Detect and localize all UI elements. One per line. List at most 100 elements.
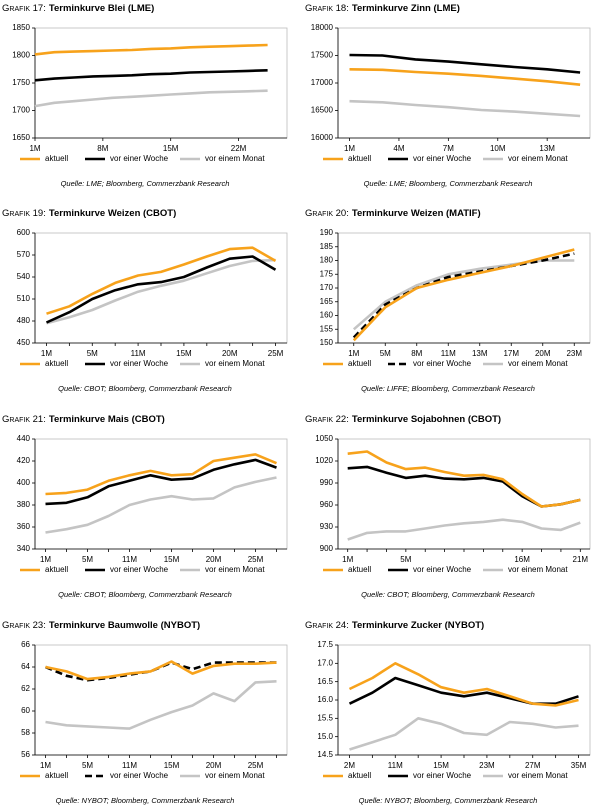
y-tick-label: 1750 bbox=[12, 78, 30, 87]
y-tick-label: 480 bbox=[17, 316, 31, 325]
y-tick-label: 1800 bbox=[12, 51, 30, 60]
chart-title-text: Terminkurve Weizen (CBOT) bbox=[49, 208, 176, 219]
series-line bbox=[45, 458, 277, 506]
chart-title: Grafik 21: Terminkurve Mais (CBOT) bbox=[2, 414, 165, 425]
y-tick-label: 1850 bbox=[12, 23, 30, 32]
y-tick-label: 990 bbox=[320, 478, 334, 487]
legend-label: aktuell bbox=[348, 771, 371, 780]
chart-panel: Grafik 21: Terminkurve Mais (CBOT) 340 360 3… bbox=[2, 414, 288, 599]
legend-label: vor einem Monat bbox=[205, 154, 265, 163]
chart-panel: Grafik 19: Terminkurve Weizen (CBOT) 450 48… bbox=[2, 208, 288, 393]
x-tick-label: 20M bbox=[206, 761, 222, 770]
series-line bbox=[352, 248, 575, 342]
legend-label: vor einem Monat bbox=[205, 771, 265, 780]
series-line bbox=[34, 69, 268, 82]
series-line bbox=[348, 676, 579, 705]
x-tick-label: 22M bbox=[231, 144, 247, 153]
chart-source: Quelle: CBOT; Bloomberg, Commerzbank Res… bbox=[58, 384, 232, 393]
x-tick-label: 5M bbox=[87, 349, 98, 358]
chart-source: Quelle: CBOT; Bloomberg, Commerzbank Res… bbox=[58, 590, 232, 599]
chart-title: Grafik 17: Terminkurve Blei (LME) bbox=[2, 3, 154, 14]
y-tick-label: 400 bbox=[17, 478, 31, 487]
y-tick-label: 450 bbox=[17, 338, 31, 347]
chart-label: Grafik 21: bbox=[2, 414, 46, 425]
chart-label: Grafik 20: bbox=[305, 208, 349, 219]
series-line bbox=[352, 252, 575, 339]
chart-title-text: Terminkurve Blei (LME) bbox=[49, 3, 154, 14]
legend-label: vor einem Monat bbox=[205, 565, 265, 574]
x-tick-label: 23M bbox=[566, 349, 582, 358]
x-tick-label: 1M bbox=[41, 349, 52, 358]
y-tick-label: 180 bbox=[320, 256, 334, 265]
y-tick-label: 1050 bbox=[315, 434, 333, 443]
chart-panel: Grafik 22: Terminkurve Sojabohnen (CBOT) 9… bbox=[305, 414, 591, 599]
chart-panel: Grafik 24: Terminkurve Zucker (NYBOT) 14.5… bbox=[305, 620, 591, 805]
x-tick-label: 25M bbox=[248, 761, 264, 770]
chart-source: Quelle: LIFFE; Bloomberg, Commerzbank Re… bbox=[361, 384, 535, 393]
chart-source: Quelle: NYBOT; Bloomberg, Commerzbank Re… bbox=[359, 796, 538, 805]
x-tick-label: 8M bbox=[411, 349, 422, 358]
series-line bbox=[45, 680, 277, 730]
chart-source: Quelle: NYBOT; Bloomberg, Commerzbank Re… bbox=[56, 796, 235, 805]
y-tick-label: 64 bbox=[21, 662, 30, 671]
y-tick-label: 15.5 bbox=[317, 713, 333, 722]
x-tick-label: 8M bbox=[97, 144, 108, 153]
y-tick-label: 1020 bbox=[315, 456, 333, 465]
y-tick-label: 930 bbox=[320, 522, 334, 531]
x-tick-label: 11M bbox=[388, 761, 403, 770]
x-tick-label: 20M bbox=[222, 349, 238, 358]
x-tick-label: 11M bbox=[122, 555, 137, 564]
legend-label: vor einem Monat bbox=[508, 565, 568, 574]
y-tick-label: 16.5 bbox=[317, 677, 333, 686]
y-tick-label: 15.0 bbox=[317, 732, 333, 741]
y-tick-label: 360 bbox=[17, 522, 31, 531]
y-tick-label: 62 bbox=[21, 684, 30, 693]
y-tick-label: 1700 bbox=[12, 106, 30, 115]
series-line bbox=[347, 518, 581, 541]
chart-panel: Grafik 17: Terminkurve Blei (LME) 1650 1700… bbox=[2, 3, 288, 188]
y-tick-label: 56 bbox=[21, 750, 30, 759]
chart-title-text: Terminkurve Mais (CBOT) bbox=[49, 414, 165, 425]
legend-label: aktuell bbox=[348, 154, 371, 163]
legend-label: aktuell bbox=[45, 359, 68, 368]
legend-label: vor einer Woche bbox=[110, 154, 169, 163]
series-line bbox=[347, 450, 581, 508]
legend-label: aktuell bbox=[348, 565, 371, 574]
chart-panel: Grafik 20: Terminkurve Weizen (MATIF) 150 1… bbox=[305, 208, 591, 393]
series-line bbox=[352, 259, 575, 331]
x-tick-label: 1M bbox=[40, 761, 51, 770]
series-line bbox=[34, 89, 268, 108]
legend-label: vor einem Monat bbox=[205, 359, 265, 368]
chart-title: Grafik 23: Terminkurve Baumwolle (NYBOT) bbox=[2, 620, 200, 631]
x-tick-label: 1M bbox=[348, 349, 359, 358]
legend-label: aktuell bbox=[45, 154, 68, 163]
x-tick-label: 11M bbox=[122, 761, 137, 770]
plot-frame bbox=[337, 644, 591, 756]
series-line bbox=[347, 465, 581, 508]
x-tick-label: 1M bbox=[342, 555, 353, 564]
x-tick-label: 15M bbox=[163, 144, 179, 153]
legend-label: vor einer Woche bbox=[110, 771, 169, 780]
chart-title-text: Terminkurve Zinn (LME) bbox=[352, 3, 460, 14]
y-tick-label: 165 bbox=[320, 297, 334, 306]
x-tick-label: 15M bbox=[433, 761, 449, 770]
x-tick-label: 15M bbox=[176, 349, 192, 358]
x-tick-label: 7M bbox=[443, 144, 454, 153]
y-tick-label: 16000 bbox=[311, 133, 334, 142]
series-line bbox=[45, 453, 278, 496]
chart-source: Quelle: CBOT; Bloomberg, Commerzbank Res… bbox=[361, 590, 535, 599]
y-tick-label: 16.0 bbox=[317, 695, 333, 704]
y-tick-label: 17500 bbox=[311, 51, 334, 60]
legend-label: vor einem Monat bbox=[508, 359, 568, 368]
x-tick-label: 5M bbox=[400, 555, 411, 564]
series-line bbox=[349, 717, 579, 751]
x-tick-label: 27M bbox=[525, 761, 541, 770]
x-tick-label: 20M bbox=[535, 349, 551, 358]
legend-label: vor einer Woche bbox=[110, 359, 169, 368]
legend-label: vor einer Woche bbox=[413, 771, 472, 780]
y-tick-label: 440 bbox=[17, 434, 31, 443]
chart-title-text: Terminkurve Sojabohnen (CBOT) bbox=[352, 414, 501, 425]
x-tick-label: 25M bbox=[248, 555, 264, 564]
chart-label: Grafik 18: bbox=[305, 3, 349, 14]
